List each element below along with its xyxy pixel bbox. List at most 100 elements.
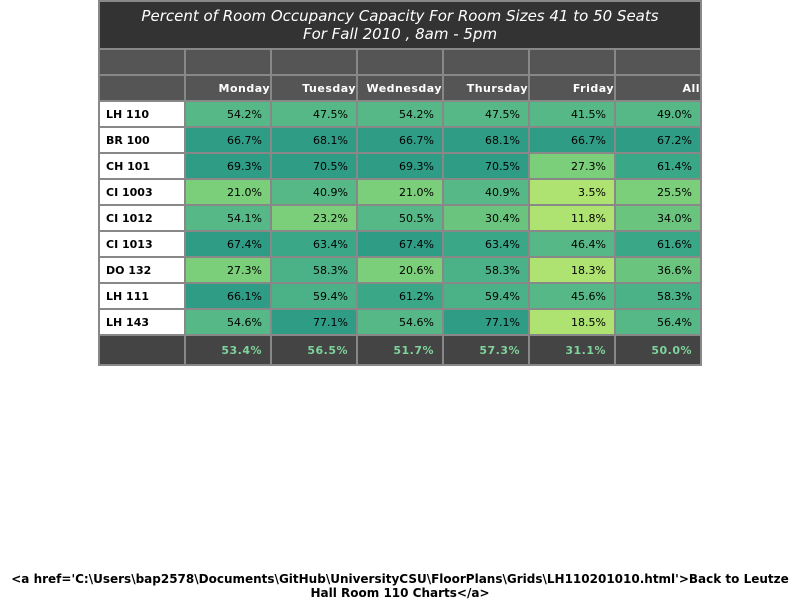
occupancy-cell: 47.5% bbox=[270, 100, 358, 128]
total-cell: 31.1% bbox=[528, 334, 616, 366]
occupancy-cell: 77.1% bbox=[270, 308, 358, 336]
occupancy-cell: 25.5% bbox=[614, 178, 702, 206]
occupancy-cell: 70.5% bbox=[442, 152, 530, 180]
occupancy-cell: 18.3% bbox=[528, 256, 616, 284]
column-header-thursday: Thursday bbox=[442, 74, 530, 102]
spacer-cell bbox=[442, 48, 530, 76]
occupancy-cell: 69.3% bbox=[356, 152, 444, 180]
occupancy-cell: 18.5% bbox=[528, 308, 616, 336]
occupancy-cell: 67.2% bbox=[614, 126, 702, 154]
spacer-cell bbox=[528, 48, 616, 76]
occupancy-cell: 58.3% bbox=[270, 256, 358, 284]
table-row: CH 101 69.3% 70.5% 69.3% 70.5% 27.3% 61.4% bbox=[98, 152, 702, 180]
table-row: CI 1003 21.0% 40.9% 21.0% 40.9% 3.5% 25.5% bbox=[98, 178, 702, 206]
table-row: BR 100 66.7% 68.1% 66.7% 68.1% 66.7% 67.2% bbox=[98, 126, 702, 154]
table-row: DO 132 27.3% 58.3% 20.6% 58.3% 18.3% 36.6% bbox=[98, 256, 702, 284]
occupancy-cell: 41.5% bbox=[528, 100, 616, 128]
occupancy-table: Percent of Room Occupancy Capacity For R… bbox=[98, 0, 702, 366]
table-row: CI 1013 67.4% 63.4% 67.4% 63.4% 46.4% 61.6% bbox=[98, 230, 702, 258]
occupancy-cell: 27.3% bbox=[528, 152, 616, 180]
occupancy-cell: 58.3% bbox=[614, 282, 702, 310]
occupancy-cell: 59.4% bbox=[442, 282, 530, 310]
occupancy-cell: 61.6% bbox=[614, 230, 702, 258]
corner-header-cell bbox=[98, 74, 186, 102]
occupancy-cell: 40.9% bbox=[270, 178, 358, 206]
spacer-cell bbox=[184, 48, 272, 76]
occupancy-cell: 34.0% bbox=[614, 204, 702, 232]
occupancy-cell: 20.6% bbox=[356, 256, 444, 284]
occupancy-cell: 11.8% bbox=[528, 204, 616, 232]
occupancy-cell: 66.7% bbox=[356, 126, 444, 154]
total-cell: 51.7% bbox=[356, 334, 444, 366]
occupancy-cell: 21.0% bbox=[184, 178, 272, 206]
room-label: CI 1013 bbox=[98, 230, 186, 258]
occupancy-cell: 23.2% bbox=[270, 204, 358, 232]
column-header-friday: Friday bbox=[528, 74, 616, 102]
occupancy-cell: 63.4% bbox=[270, 230, 358, 258]
occupancy-cell: 58.3% bbox=[442, 256, 530, 284]
total-cell: 56.5% bbox=[270, 334, 358, 366]
occupancy-cell: 21.0% bbox=[356, 178, 444, 206]
occupancy-cell: 67.4% bbox=[184, 230, 272, 258]
back-link-text[interactable]: <a href='C:\Users\bap2578\Documents\GitH… bbox=[11, 572, 789, 600]
table-row: LH 111 66.1% 59.4% 61.2% 59.4% 45.6% 58.3% bbox=[98, 282, 702, 310]
spacer-cell bbox=[614, 48, 702, 76]
total-cell: 57.3% bbox=[442, 334, 530, 366]
occupancy-cell: 40.9% bbox=[442, 178, 530, 206]
totals-label-cell bbox=[98, 334, 186, 366]
chart-title: Percent of Room Occupancy Capacity For R… bbox=[141, 7, 659, 25]
column-header-wednesday: Wednesday bbox=[356, 74, 444, 102]
occupancy-cell: 56.4% bbox=[614, 308, 702, 336]
occupancy-cell: 61.2% bbox=[356, 282, 444, 310]
total-cell: 50.0% bbox=[614, 334, 702, 366]
occupancy-cell: 77.1% bbox=[442, 308, 530, 336]
room-label: LH 110 bbox=[98, 100, 186, 128]
occupancy-cell: 67.4% bbox=[356, 230, 444, 258]
occupancy-cell: 54.1% bbox=[184, 204, 272, 232]
occupancy-cell: 54.2% bbox=[184, 100, 272, 128]
total-cell: 53.4% bbox=[184, 334, 272, 366]
occupancy-cell: 68.1% bbox=[442, 126, 530, 154]
occupancy-cell: 69.3% bbox=[184, 152, 272, 180]
room-label: BR 100 bbox=[98, 126, 186, 154]
room-label: CI 1012 bbox=[98, 204, 186, 232]
occupancy-cell: 46.4% bbox=[528, 230, 616, 258]
occupancy-cell: 70.5% bbox=[270, 152, 358, 180]
occupancy-cell: 36.6% bbox=[614, 256, 702, 284]
spacer-row bbox=[98, 48, 702, 76]
room-label: CH 101 bbox=[98, 152, 186, 180]
occupancy-cell: 66.1% bbox=[184, 282, 272, 310]
occupancy-cell: 61.4% bbox=[614, 152, 702, 180]
column-header-row: Monday Tuesday Wednesday Thursday Friday All bbox=[98, 74, 702, 102]
occupancy-cell: 50.5% bbox=[356, 204, 444, 232]
table-row: LH 143 54.6% 77.1% 54.6% 77.1% 18.5% 56.4% bbox=[98, 308, 702, 336]
occupancy-cell: 54.6% bbox=[184, 308, 272, 336]
occupancy-cell: 45.6% bbox=[528, 282, 616, 310]
table-row: CI 1012 54.1% 23.2% 50.5% 30.4% 11.8% 34.0% bbox=[98, 204, 702, 232]
table-row: LH 110 54.2% 47.5% 54.2% 47.5% 41.5% 49.0% bbox=[98, 100, 702, 128]
spacer-cell bbox=[98, 48, 186, 76]
column-header-tuesday: Tuesday bbox=[270, 74, 358, 102]
occupancy-cell: 30.4% bbox=[442, 204, 530, 232]
room-label: DO 132 bbox=[98, 256, 186, 284]
chart-title-cell: Percent of Room Occupancy Capacity For R… bbox=[98, 0, 702, 50]
occupancy-cell: 59.4% bbox=[270, 282, 358, 310]
table-body: LH 110 54.2% 47.5% 54.2% 47.5% 41.5% 49.0% BR 1… bbox=[98, 100, 702, 336]
occupancy-cell: 63.4% bbox=[442, 230, 530, 258]
column-header-all: All bbox=[614, 74, 702, 102]
column-header-monday: Monday bbox=[184, 74, 272, 102]
spacer-cell bbox=[356, 48, 444, 76]
occupancy-cell: 68.1% bbox=[270, 126, 358, 154]
room-label: LH 143 bbox=[98, 308, 186, 336]
occupancy-cell: 47.5% bbox=[442, 100, 530, 128]
occupancy-cell: 54.6% bbox=[356, 308, 444, 336]
chart-subtitle: For Fall 2010 , 8am - 5pm bbox=[302, 25, 498, 43]
occupancy-cell: 27.3% bbox=[184, 256, 272, 284]
occupancy-cell: 3.5% bbox=[528, 178, 616, 206]
occupancy-cell: 49.0% bbox=[614, 100, 702, 128]
occupancy-cell: 54.2% bbox=[356, 100, 444, 128]
totals-row: 53.4% 56.5% 51.7% 57.3% 31.1% 50.0% bbox=[98, 334, 702, 366]
room-label: CI 1003 bbox=[98, 178, 186, 206]
spacer-cell bbox=[270, 48, 358, 76]
occupancy-cell: 66.7% bbox=[528, 126, 616, 154]
